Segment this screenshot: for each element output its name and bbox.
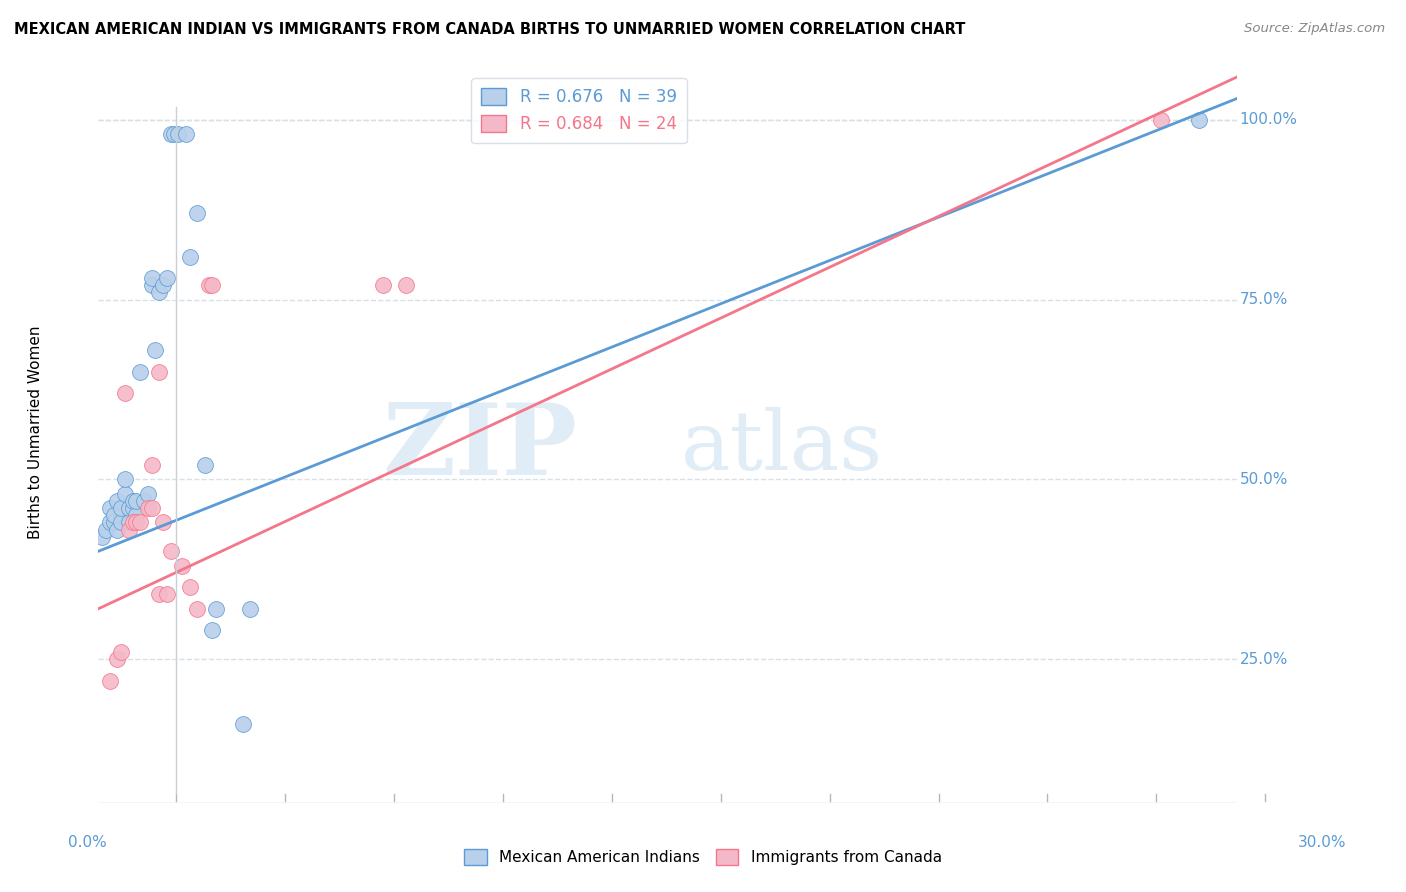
Text: 0.0%: 0.0% [67, 836, 107, 850]
Point [110, 516, 132, 530]
Point [201, 278, 224, 293]
Point [201, 624, 224, 638]
Text: 25.0%: 25.0% [1240, 651, 1288, 666]
Point [163, 128, 186, 142]
Point [170, 558, 193, 573]
Point [197, 278, 219, 293]
Point [186, 206, 208, 220]
Point [152, 278, 174, 293]
Point [98, 501, 121, 516]
Point [98, 516, 121, 530]
Point [148, 587, 170, 601]
Legend: R = 0.676   N = 39, R = 0.684   N = 24: R = 0.676 N = 39, R = 0.684 N = 24 [471, 78, 686, 143]
Point [141, 501, 163, 516]
Point [148, 285, 170, 300]
Text: MEXICAN AMERICAN INDIAN VS IMMIGRANTS FROM CANADA BIRTHS TO UNMARRIED WOMEN CORR: MEXICAN AMERICAN INDIAN VS IMMIGRANTS FR… [14, 22, 966, 37]
Point [114, 472, 136, 486]
Point [159, 544, 181, 558]
Point [179, 580, 201, 594]
Point [110, 501, 132, 516]
Point [129, 516, 152, 530]
Point [107, 523, 129, 537]
Point [371, 278, 394, 293]
Point [186, 601, 208, 615]
Point [121, 501, 143, 516]
Point [91, 530, 114, 544]
Point [125, 508, 148, 523]
Point [152, 516, 174, 530]
Point [118, 516, 141, 530]
Point [114, 386, 136, 401]
Point [110, 645, 132, 659]
Point [136, 501, 159, 516]
Point [1150, 112, 1173, 127]
Point [136, 486, 159, 500]
Text: Source: ZipAtlas.com: Source: ZipAtlas.com [1244, 22, 1385, 36]
Point [114, 486, 136, 500]
Text: ZIP: ZIP [382, 399, 576, 496]
Point [395, 278, 418, 293]
Point [107, 494, 129, 508]
Point [232, 716, 254, 731]
Point [145, 343, 167, 357]
Point [125, 516, 148, 530]
Point [141, 271, 163, 285]
Point [94, 523, 117, 537]
Point [98, 673, 121, 688]
Point [205, 601, 228, 615]
Legend: Mexican American Indians, Immigrants from Canada: Mexican American Indians, Immigrants fro… [458, 843, 948, 871]
Point [118, 501, 141, 516]
Point [118, 523, 141, 537]
Point [174, 128, 197, 142]
Point [129, 365, 152, 379]
Point [121, 494, 143, 508]
Point [179, 250, 201, 264]
Point [156, 587, 179, 601]
Text: 100.0%: 100.0% [1240, 112, 1298, 128]
Point [141, 458, 163, 472]
Point [156, 271, 179, 285]
Point [141, 278, 163, 293]
Point [148, 365, 170, 379]
Point [167, 128, 190, 142]
Point [107, 652, 129, 666]
Text: 50.0%: 50.0% [1240, 472, 1288, 487]
Point [132, 494, 155, 508]
Text: 75.0%: 75.0% [1240, 293, 1288, 307]
Point [159, 128, 181, 142]
Point [1188, 112, 1211, 127]
Text: 30.0%: 30.0% [1298, 836, 1346, 850]
Point [103, 516, 125, 530]
Text: atlas: atlas [681, 408, 883, 487]
Point [239, 601, 262, 615]
Point [194, 458, 217, 472]
Point [121, 516, 143, 530]
Point [103, 508, 125, 523]
Text: Births to Unmarried Women: Births to Unmarried Women [28, 326, 44, 540]
Point [125, 494, 148, 508]
